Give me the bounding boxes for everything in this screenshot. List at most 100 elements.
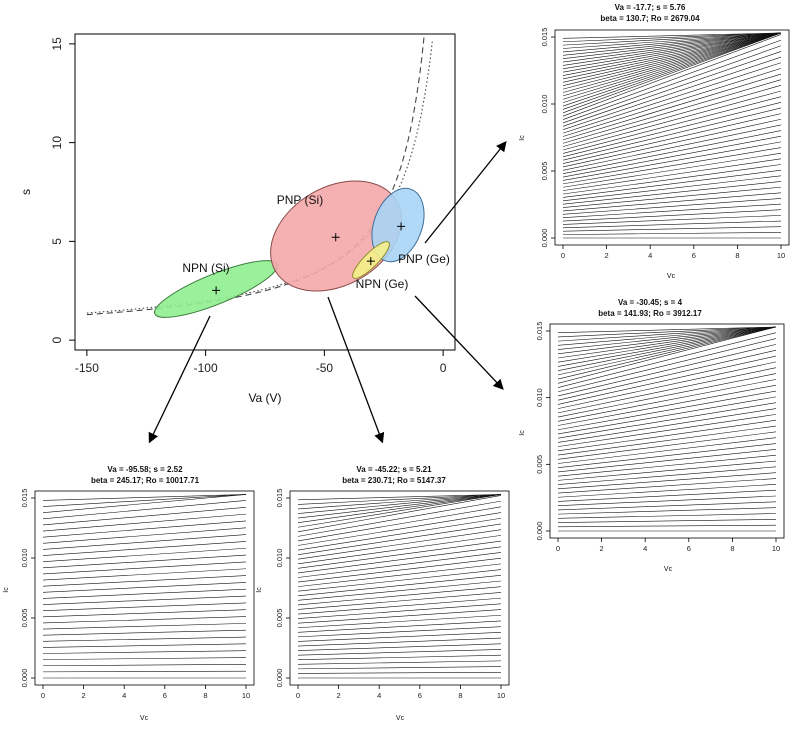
main-plot: NPN (Si) PNP (Si) PNP (Ge) NPN (Ge) -150 -10…: [19, 33, 456, 405]
npn-si-ic-vc-plot: Va = -95.58; s = 2.52 beta = 245.17; Ro …: [3, 465, 255, 722]
label-npn-ge: NPN (Ge): [356, 277, 409, 291]
plot-x-tick-label: 2: [82, 691, 86, 700]
plot-y-tick-label: 0.015: [275, 489, 284, 508]
connector-arrows: [148, 140, 507, 444]
plot-x-tick-label: 8: [735, 251, 739, 260]
ic-curve: [562, 32, 782, 87]
ic-curve: [562, 141, 782, 181]
ic-curve: [557, 355, 777, 405]
plot-x-tick-label: 2: [600, 544, 604, 553]
arrow-to-pnp-ge-plot: [424, 140, 507, 244]
main-y-tick-label: 10: [50, 136, 64, 150]
ic-curve: [562, 130, 782, 175]
plot-x-tick-label: 6: [687, 544, 691, 553]
ic-curve: [562, 32, 782, 66]
ic-curve: [557, 437, 777, 464]
plot-y-axis-label: Ic: [256, 587, 263, 593]
plot-subtitle: beta = 130.7; Ro = 2679.04: [600, 14, 700, 23]
ic-curve: [557, 443, 777, 469]
ic-curve: [297, 512, 502, 546]
ic-curve: [562, 32, 782, 39]
ic-curve: [42, 534, 247, 550]
ic-curve: [562, 186, 782, 208]
main-x-tick-label: -150: [75, 361, 99, 375]
ic-curve: [557, 524, 777, 528]
ic-curve: [557, 478, 777, 494]
npn-ge-ic-vc-plot: Va = -30.45; s = 4 beta = 141.93; Ro = 3…: [519, 298, 785, 573]
plot-x-tick-label: 2: [605, 251, 609, 260]
ic-curve: [297, 495, 502, 533]
center-marker-pnp-si: [331, 233, 340, 242]
plot-x-tick-label: 6: [163, 691, 167, 700]
plot-y-tick-label: 0.005: [20, 609, 29, 628]
ic-curve: [42, 494, 247, 507]
ic-curve: [42, 657, 247, 660]
ic-curve: [562, 45, 782, 124]
plot-y-tick-label: 0.015: [20, 489, 29, 508]
ic-curve: [42, 616, 247, 624]
ic-curve: [297, 494, 502, 519]
ic-curve: [297, 494, 502, 510]
ic-curve: [557, 449, 777, 473]
ic-curve: [557, 326, 777, 350]
main-y-ticks: 0 5 10 15: [50, 37, 75, 343]
ic-curve: [562, 62, 782, 134]
main-x-tick-label: -50: [316, 361, 334, 375]
ic-curve: [562, 32, 782, 49]
ic-curve: [562, 34, 782, 117]
ic-curve: [42, 595, 247, 605]
plot-y-tick-label: 0.015: [540, 28, 549, 47]
ic-curve: [562, 124, 782, 171]
plot-x-tick-label: 8: [203, 691, 207, 700]
ic-curve: [557, 495, 777, 506]
ic-curve: [562, 39, 782, 120]
ic-curve: [557, 326, 777, 363]
ic-curve: [562, 32, 782, 43]
ic-curve: [562, 32, 782, 90]
plot-y-tick-label: 0.015: [535, 322, 544, 341]
ic-curve: [557, 379, 777, 422]
plot-y-tick-label: 0.000: [540, 229, 549, 248]
ic-curve: [42, 547, 247, 562]
plot-x-tick-label: 4: [643, 544, 647, 553]
center-marker-npn-si: [212, 286, 221, 295]
ic-curve: [42, 494, 247, 513]
plot-title: Va = -30.45; s = 4: [618, 298, 683, 307]
ic-curve: [562, 169, 782, 198]
ic-curve: [42, 541, 247, 556]
plot-x-axis-label: Vc: [667, 273, 676, 280]
plot-frame: [554, 29, 790, 246]
ic-curve: [562, 135, 782, 178]
ic-curve: [42, 582, 247, 593]
ic-curve: [557, 466, 777, 485]
ic-curve: [562, 73, 782, 141]
ic-curve: [562, 226, 782, 232]
ic-curve: [557, 484, 777, 498]
ic-curve: [557, 326, 777, 333]
ic-curve: [557, 507, 777, 515]
ic-curve: [297, 620, 502, 633]
ic-curve: [297, 523, 502, 555]
ic-curve: [562, 96, 782, 154]
ic-curve: [557, 367, 777, 414]
ic-curve: [42, 636, 247, 642]
ic-curve: [557, 373, 777, 418]
ic-curve: [297, 597, 502, 615]
ic-curve: [297, 494, 502, 528]
ic-curve: [557, 431, 777, 460]
ic-curve: [557, 408, 777, 443]
ic-curve: [562, 32, 782, 97]
ic-curve: [562, 32, 782, 107]
plot-x-axis-label: Vc: [664, 566, 673, 573]
ic-curve: [557, 472, 777, 490]
ic-curve: [297, 654, 502, 661]
plot-x-tick-label: 10: [497, 691, 505, 700]
ic-curve: [42, 623, 247, 630]
plot-x-tick-label: 10: [777, 251, 785, 260]
ic-curve: [562, 198, 782, 215]
plot-x-tick-label: 6: [418, 691, 422, 700]
ic-curve: [297, 614, 502, 629]
plot-x-axis-label: Vc: [396, 715, 405, 722]
ic-curve: [557, 384, 777, 426]
plot-subtitle: beta = 230.71; Ro = 5147.37: [342, 476, 446, 485]
